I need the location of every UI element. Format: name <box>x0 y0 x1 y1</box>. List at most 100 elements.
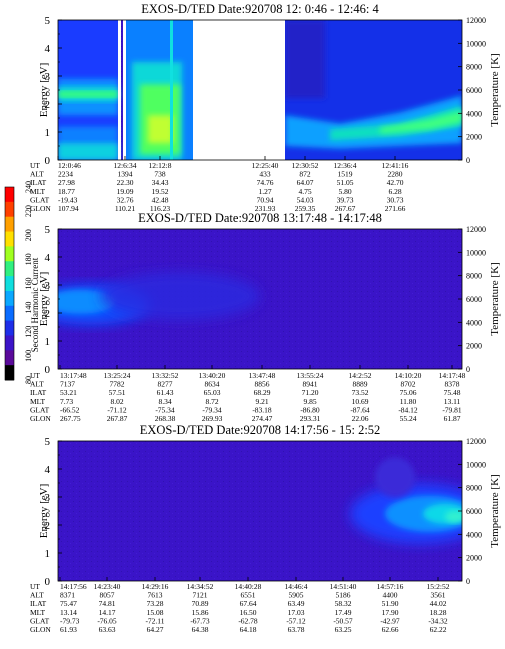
table-cell-glat: -75.34 <box>155 405 175 414</box>
colorbar-tick-label: 200 <box>24 229 33 241</box>
table-cell-glat: -34.32 <box>428 616 448 625</box>
table-cell-ut: 12:6:34 <box>114 161 137 170</box>
y-tick-label: 1 <box>45 548 51 560</box>
y2-axis-label: Temperature [K] <box>489 53 501 126</box>
table-cell-mlt: 9.85 <box>303 397 316 406</box>
table-cell-ilat: 44.02 <box>430 599 447 608</box>
row-label: ALT <box>30 170 44 179</box>
row-label: GLAT <box>30 616 50 625</box>
colorbar-segment <box>5 365 14 381</box>
table-cell-glon: 116.23 <box>150 204 171 213</box>
colorbar-segment <box>5 201 14 218</box>
table-cell-ut: 12:0:46 <box>58 161 81 170</box>
table-cell-ilat: 71.20 <box>302 388 319 397</box>
y2-tick-label: 4000 <box>466 109 482 118</box>
table-cell-mlt: 18.77 <box>58 187 75 196</box>
heatmap-cell <box>285 20 325 99</box>
y2-tick-label: 10000 <box>466 248 486 257</box>
y2-tick-label: 8000 <box>466 272 482 281</box>
y-tick-label: 3 <box>45 71 51 83</box>
table-cell-mlt: 17.03 <box>288 608 305 617</box>
table-cell-ilat: 53.21 <box>60 388 77 397</box>
row-label: ILAT <box>30 388 47 397</box>
panel-title: EXOS-D/TED Date:920708 12: 0:46 - 12:46:… <box>141 2 379 16</box>
table-cell-glon: 267.67 <box>335 204 356 213</box>
y-tick-label: 2 <box>45 520 51 532</box>
y2-tick-label: 2000 <box>466 342 482 351</box>
table-cell-mlt: 6.28 <box>388 187 401 196</box>
table-cell-mlt: 11.80 <box>400 397 417 406</box>
y-tick-label: 5 <box>45 15 51 27</box>
table-cell-alt: 3561 <box>431 591 446 600</box>
table-cell-ilat: 58.32 <box>335 599 352 608</box>
table-cell-ut: 14:2:52 <box>349 371 372 380</box>
table-cell-glat: -84.12 <box>398 405 418 414</box>
table-cell-glon: 64.18 <box>240 625 257 634</box>
table-cell-alt: 8702 <box>401 380 416 389</box>
colorbar-segment <box>5 305 14 322</box>
table-cell-glon: 62.22 <box>430 625 447 634</box>
heatmap-cell <box>375 457 415 498</box>
table-cell-mlt: 13.11 <box>444 397 461 406</box>
table-cell-ilat: 75.48 <box>444 388 461 397</box>
y2-tick-label: 0 <box>466 577 470 586</box>
y-tick-label: 3 <box>45 492 51 504</box>
table-cell-glon: 267.87 <box>107 414 128 423</box>
table-cell-mlt: 1.27 <box>258 187 271 196</box>
table-cell-glat: -50.57 <box>333 616 353 625</box>
table-cell-mlt: 14.17 <box>99 608 116 617</box>
y-tick-label: 2 <box>45 99 51 111</box>
table-cell-glon: 62.66 <box>382 625 399 634</box>
table-cell-alt: 8889 <box>353 380 368 389</box>
colorbar-segment <box>5 231 14 247</box>
table-cell-glat: -72.11 <box>145 616 164 625</box>
colorbar-segment <box>5 276 14 292</box>
y-tick-label: 0 <box>45 576 51 588</box>
table-cell-glon: 231.93 <box>255 204 276 213</box>
table-cell-ut: 12:41:16 <box>382 161 409 170</box>
table-cell-alt: 8277 <box>158 380 173 389</box>
heatmap-cell <box>380 111 462 134</box>
table-cell-glon: 259.35 <box>295 204 316 213</box>
row-label: MLT <box>30 187 46 196</box>
table-cell-alt: 7121 <box>193 591 208 600</box>
y2-tick-label: 4000 <box>466 318 482 327</box>
y-axis-label: Energy [eV] <box>38 63 50 117</box>
table-cell-ilat: 75.47 <box>60 599 77 608</box>
y-tick-label: 3 <box>45 280 51 292</box>
table-cell-glon: 64.27 <box>147 625 164 634</box>
table-cell-mlt: 10.69 <box>352 397 369 406</box>
table-cell-glat: -76.05 <box>97 616 117 625</box>
row-label: ILAT <box>30 599 47 608</box>
table-cell-alt: 2280 <box>388 170 403 179</box>
colorbar-segment <box>5 187 14 203</box>
data-gap <box>123 20 126 160</box>
table-cell-alt: 8634 <box>205 380 220 389</box>
data-gap <box>193 20 285 160</box>
colorbar-tick-label: 140 <box>24 302 33 314</box>
table-cell-alt: 5186 <box>336 591 351 600</box>
colorbar-frame <box>4 186 15 381</box>
table-cell-glon: 110.21 <box>115 204 136 213</box>
table-cell-alt: 4400 <box>383 591 398 600</box>
table-cell-alt: 7782 <box>110 380 125 389</box>
y-tick-label: 4 <box>45 43 51 55</box>
table-cell-ut: 14:17:56 <box>60 582 87 591</box>
row-label: ALT <box>30 591 44 600</box>
heatmap-cell <box>58 143 118 160</box>
table-cell-ilat: 22.30 <box>117 178 134 187</box>
colorbar-tick-label: 80 <box>24 376 33 384</box>
table-cell-glon: 22.06 <box>352 414 369 423</box>
y2-tick-label: 4000 <box>466 530 482 539</box>
row-label: UT <box>30 371 40 380</box>
row-label: MLT <box>30 608 46 617</box>
table-cell-glat: -79.34 <box>202 405 222 414</box>
table-cell-ut: 14:34:52 <box>187 582 214 591</box>
heatmap-cell <box>170 20 173 160</box>
colorbar-segment <box>5 335 14 351</box>
colorbar-segment <box>5 290 14 307</box>
table-cell-mlt: 4.75 <box>298 187 311 196</box>
table-cell-mlt: 19.09 <box>117 187 134 196</box>
y2-tick-label: 2000 <box>466 133 482 142</box>
